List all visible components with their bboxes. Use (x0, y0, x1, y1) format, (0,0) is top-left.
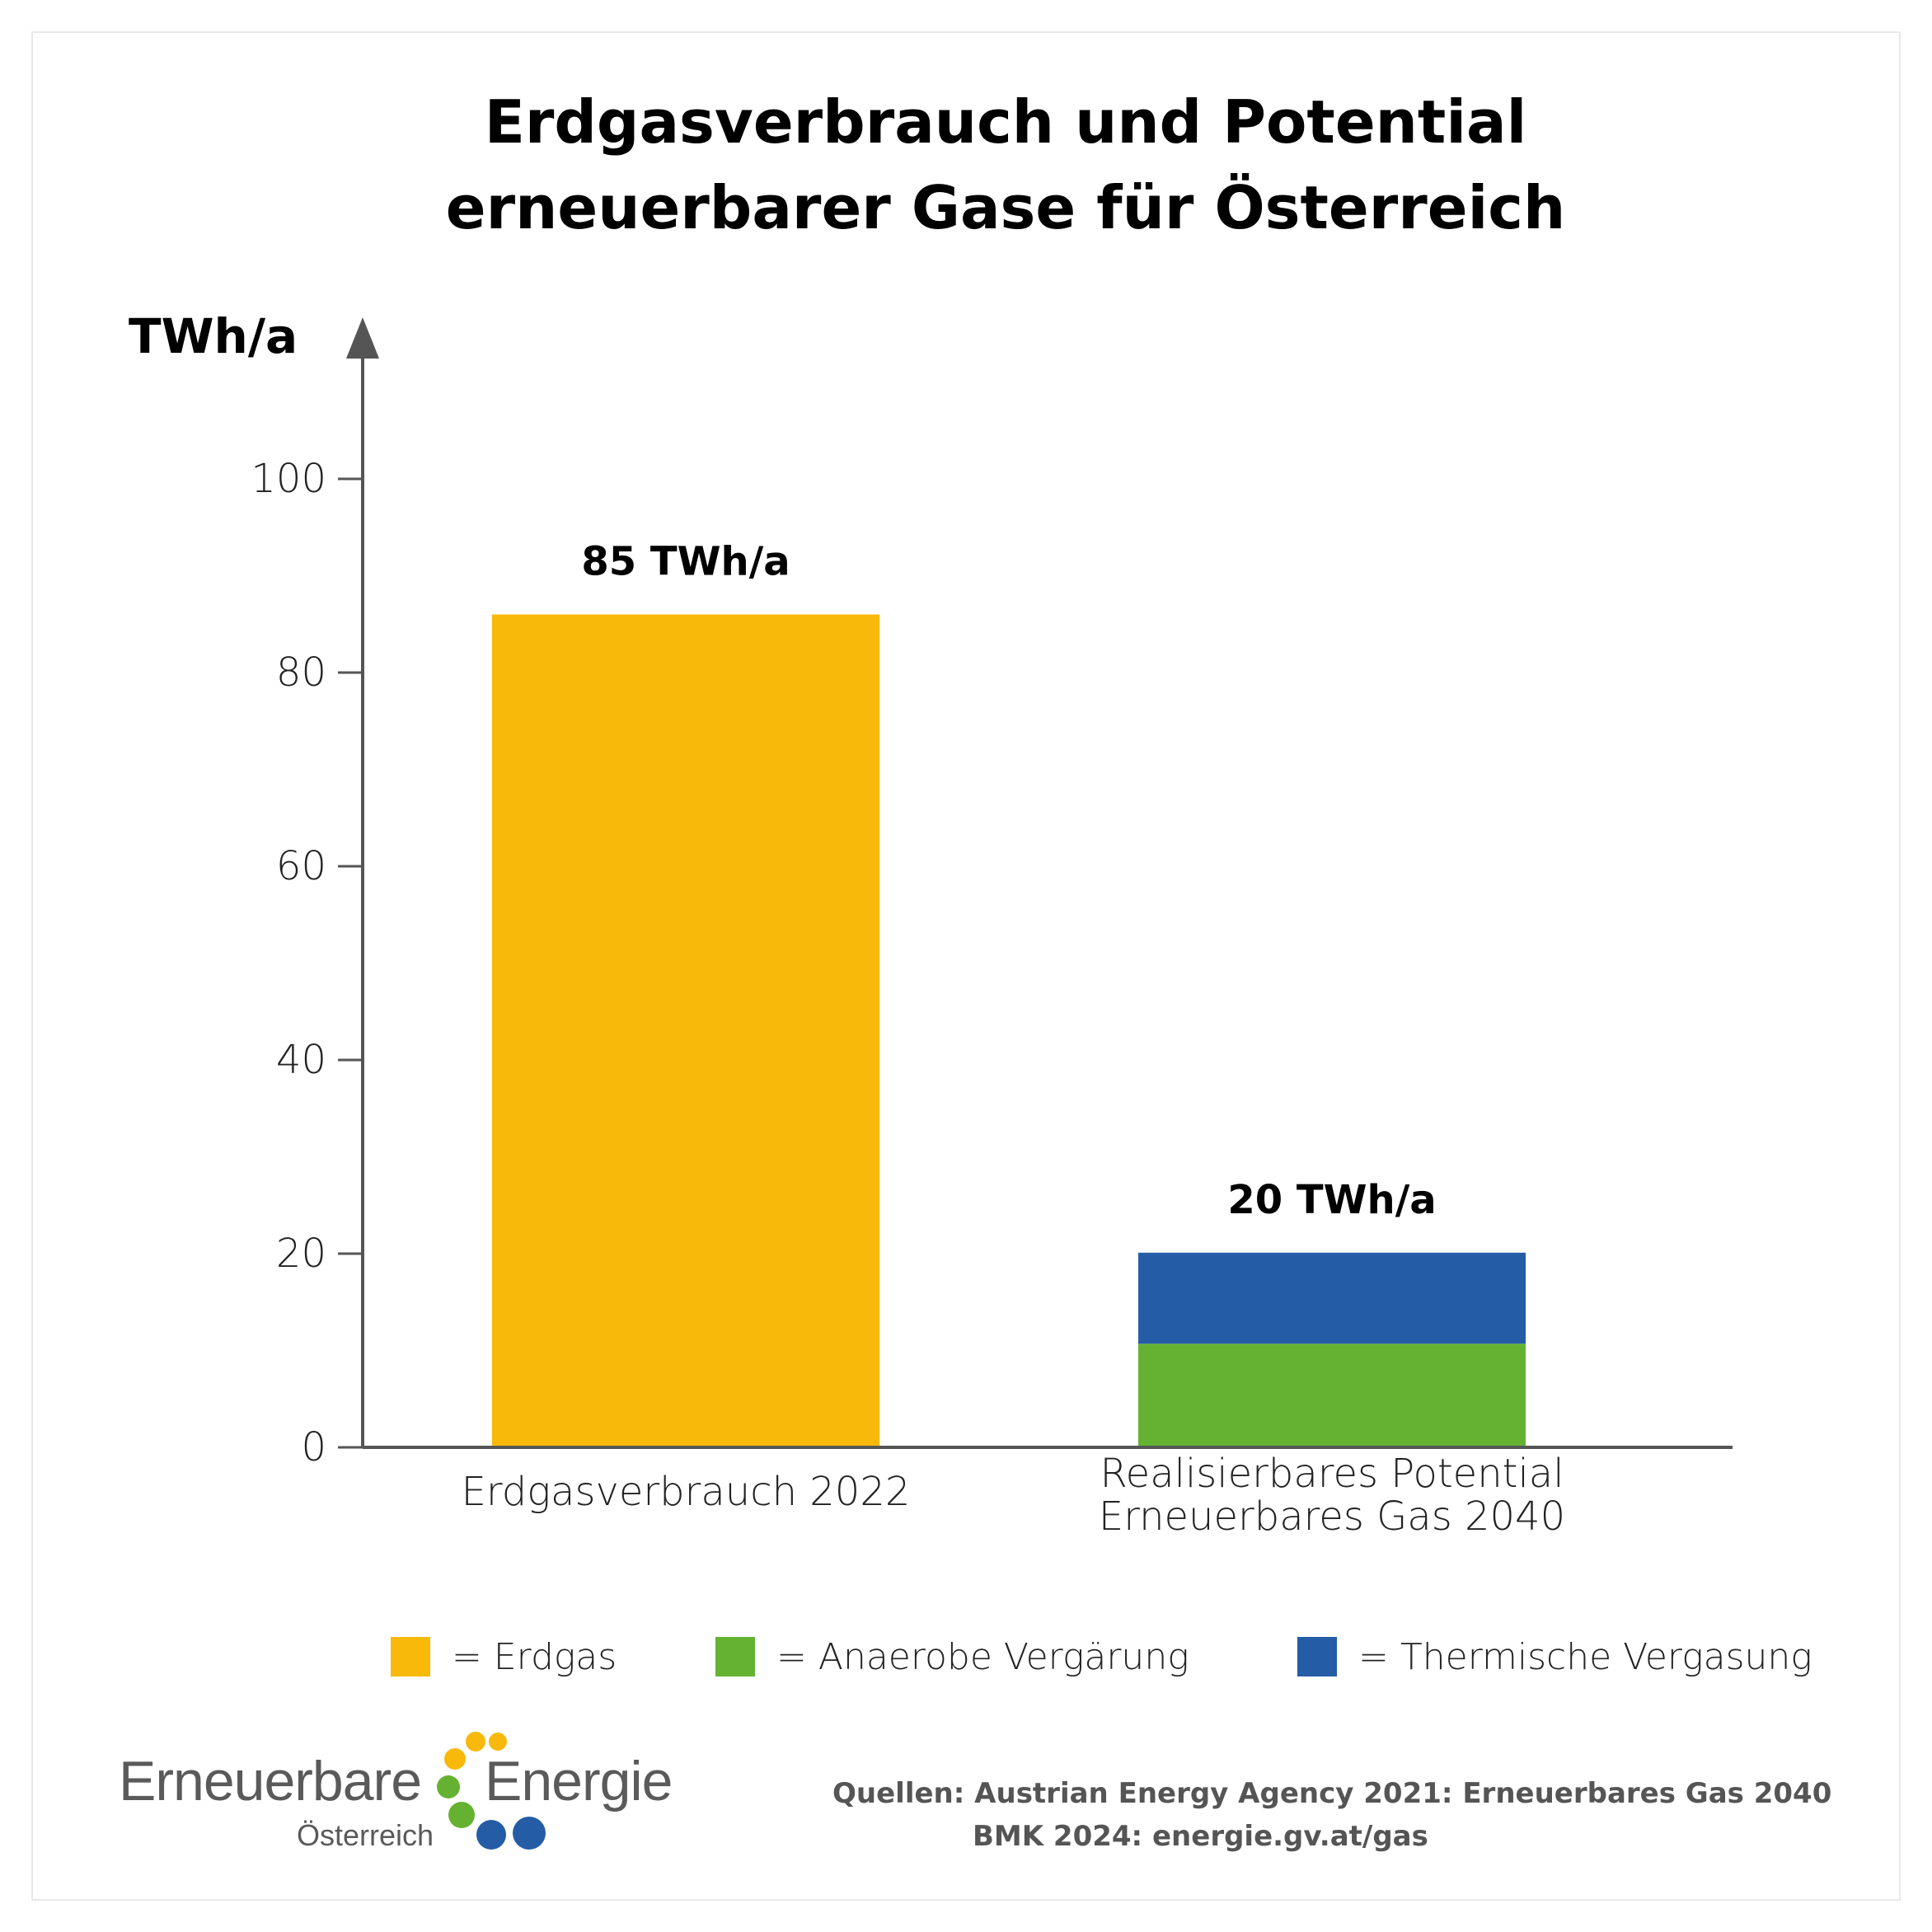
y-tick-label-100: 100 (251, 456, 326, 502)
y-axis-label: TWh/a (129, 308, 298, 364)
y-tick-label-80: 80 (276, 649, 326, 696)
logo-word-erneuerbare: Erneuerbare (119, 1750, 422, 1812)
sources-line-1: Quellen: Austrian Energy Agency 2021: Er… (832, 1777, 1832, 1810)
bar-0-erdgas (492, 614, 879, 1447)
y-tick-label-20: 20 (276, 1231, 326, 1277)
bar-total-label-0: 85 TWh/a (581, 539, 790, 585)
sources: Quellen: Austrian Energy Agency 2021: Er… (832, 1772, 1832, 1858)
y-axis-arrow-icon (346, 317, 379, 359)
chart-title-line-2: erneuerbarer Gase für Österreich (445, 173, 1566, 242)
y-tick-label-0: 0 (301, 1424, 326, 1470)
chart-title-line-1: Erdgasverbrauch und Potential (484, 87, 1527, 157)
chart-title: Erdgasverbrauch und Potential erneuerbar… (0, 79, 1932, 251)
bar-1-thermische-vergasung (1138, 1252, 1526, 1344)
legend-item-anaerobe-vergaerung: = Anaerobe Vergärung (715, 1635, 1189, 1678)
legend-swatch-anaerobe-vergaerung (715, 1637, 755, 1676)
legend-label-erdgas: = Erdgas (452, 1635, 617, 1678)
legend-item-thermische-vergasung: = Thermische Vergasung (1297, 1635, 1812, 1678)
x-tick-label-0-line-0: Erdgasverbrauch 2022 (462, 1469, 911, 1515)
x-tick-label-1-line-1: Erneuerbares Gas 2040 (1099, 1494, 1565, 1540)
bar-total-label-1: 20 TWh/a (1227, 1177, 1436, 1223)
y-tick-label-40: 40 (276, 1037, 326, 1083)
legend-item-erdgas: = Erdgas (391, 1635, 617, 1678)
figure-frame (31, 31, 1901, 1901)
legend-swatch-erdgas (391, 1637, 430, 1676)
logo-word-energie: Energie (485, 1750, 673, 1812)
bar-1-anaerobe-verg-rung (1138, 1343, 1526, 1447)
sources-line-2: BMK 2024: energie.gv.at/gas (973, 1820, 1428, 1853)
logo-word-oesterreich: Österreich (297, 1818, 434, 1852)
y-tick-label-60: 60 (276, 843, 326, 889)
legend-swatch-thermische-vergasung (1297, 1637, 1337, 1676)
x-tick-label-1-line-0: Realisierbares Potential (1100, 1451, 1564, 1497)
legend-label-thermische-vergasung: = Thermische Vergasung (1358, 1635, 1812, 1678)
legend-label-anaerobe-vergaerung: = Anaerobe Vergärung (776, 1635, 1189, 1678)
